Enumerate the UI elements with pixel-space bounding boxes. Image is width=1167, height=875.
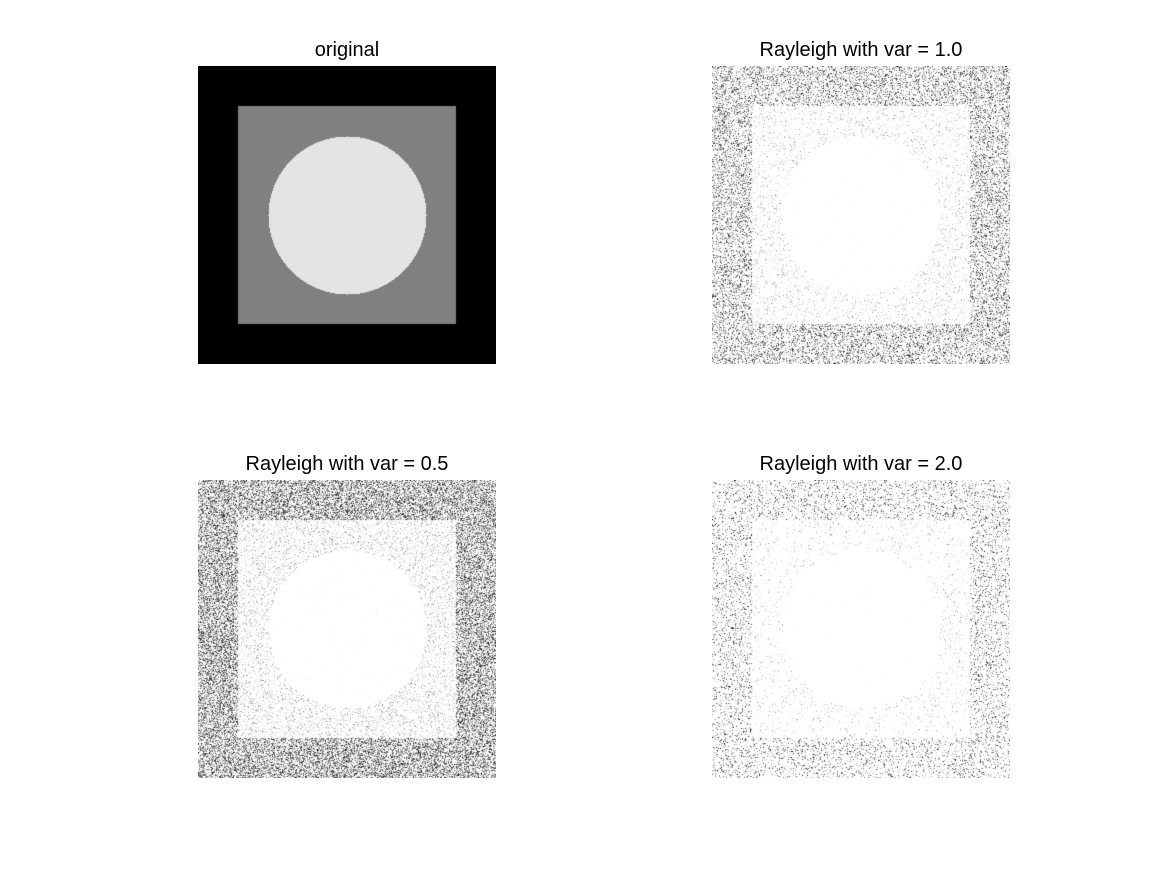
panel-title-rayleigh-var-0-5: Rayleigh with var = 0.5 [245, 453, 449, 475]
panel-title-rayleigh-var-1: Rayleigh with var = 1.0 [759, 39, 963, 61]
panel-title-original: original [314, 39, 380, 61]
panel-title-rayleigh-var-2: Rayleigh with var = 2.0 [759, 453, 963, 475]
image-original [198, 66, 496, 364]
image-rayleigh-var-1 [712, 66, 1010, 364]
image-rayleigh-var-0-5 [198, 480, 496, 778]
image-rayleigh-var-2 [712, 480, 1010, 778]
